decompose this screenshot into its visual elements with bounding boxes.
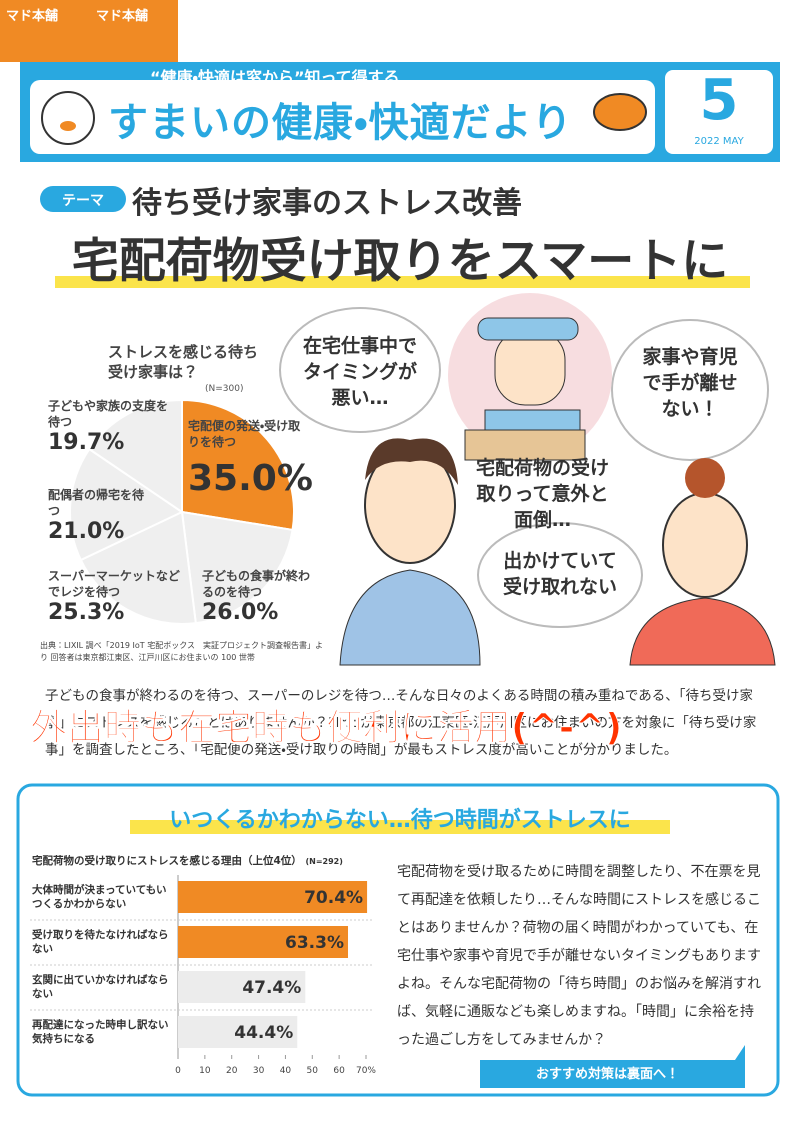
bar-category: 玄関に出ていかなければならない — [32, 974, 169, 1000]
body-text: 宅配荷物を受け取るために時間を調整したり、不在票を見て再配達を依頼したり…そんな… — [397, 864, 761, 1048]
logo: マド本舗 — [92, 2, 172, 60]
pie-slice — [87, 398, 183, 514]
x-tick-label: 50 — [307, 1066, 319, 1076]
source-note: 出典：LIXIL 調べ「2019 IoT 宅配ボックス 実証プロジェクト調査報告… — [40, 641, 323, 662]
theme-tag-bg — [40, 186, 126, 212]
bar-value-label: 63.3% — [285, 933, 344, 953]
cta-bg — [480, 1045, 745, 1088]
bar-category: 再配達になった時申し訳ない気持ちになる — [32, 1019, 169, 1045]
bubble-shape — [611, 319, 769, 461]
x-tick-label: 10 — [199, 1066, 211, 1076]
bubble-text: 家事や育児で手が離せない！ — [642, 346, 738, 420]
x-tick-label: 40 — [280, 1066, 292, 1076]
x-tick-label: 60 — [333, 1066, 345, 1076]
pie-title: ストレスを感じる待ち受け家事は？ — [108, 343, 259, 381]
pie-slice — [79, 510, 197, 625]
issue-box — [665, 70, 773, 154]
bar-value-label: 44.4% — [234, 1023, 293, 1043]
person-illustration — [494, 329, 566, 406]
x-tick-label: 20 — [226, 1066, 238, 1076]
pie-category: 子どもや家族の支度を待つ — [48, 399, 169, 429]
header-tagline: “健康・快適は窓から”知って得する — [150, 68, 400, 87]
bubble-text: 出かけていて受け取れない — [502, 550, 617, 598]
frog-icon — [593, 93, 647, 131]
theme-tag: テーマ — [62, 193, 104, 209]
x-tick-label: 70% — [356, 1066, 376, 1076]
bar — [178, 926, 349, 958]
theme-subtitle: 待ち受け家事のストレス改善 — [132, 186, 522, 221]
pie-value-label: 35.0% — [188, 458, 313, 499]
cta-text: おすすめ対策は裏面へ！ — [535, 1067, 679, 1082]
x-tick-label: 30 — [253, 1066, 265, 1076]
person-illustration — [662, 492, 748, 598]
bird-icon — [41, 91, 95, 145]
issue-number: 5 — [699, 68, 739, 133]
pie-value-label: 21.0% — [48, 519, 125, 544]
bubble-shape — [477, 522, 643, 628]
bar — [178, 971, 306, 1003]
pie-note: (N=300) — [205, 384, 244, 394]
person-illustration — [339, 569, 481, 666]
bar — [178, 1016, 298, 1048]
bar-chart-note: (N=292) — [305, 857, 343, 866]
bar-value-label: 47.4% — [242, 978, 301, 998]
bar-chart-title-text: 宅配荷物の受け取りにストレスを感じる理由（上位4位） — [32, 855, 302, 867]
bubble-text: 在宅仕事中でタイミングが悪い… — [302, 335, 417, 409]
bar — [178, 881, 368, 913]
person-hair — [365, 438, 458, 485]
theme-title: 宅配荷物受け取りをスマートに — [71, 234, 729, 289]
bubble-text: 宅配荷物の受け取りって意外と面倒… — [475, 457, 609, 531]
pie-value-label: 25.3% — [48, 600, 125, 625]
pie-category: 宅配便の発送・受け取りを待つ — [188, 419, 301, 449]
bar-value-label: 70.4% — [304, 888, 363, 908]
person-illustration — [477, 317, 579, 341]
pie-category: 子どもの食事が終わるのを待つ — [202, 569, 311, 599]
pie-category: 配偶者の帰宅を待つ — [48, 488, 145, 518]
section-title-highlight — [130, 820, 670, 834]
person-hair — [685, 458, 725, 498]
x-tick-label: 0 — [175, 1066, 181, 1076]
person-illustration — [629, 597, 776, 666]
pie-slice — [69, 447, 185, 562]
pie-slice — [180, 510, 294, 625]
bar-category: 大体時間が決まっていてもいつくるかわからない — [32, 884, 167, 910]
pie-slice — [181, 398, 295, 532]
bar-category: 受け取りを待たなければならない — [32, 929, 169, 955]
pie-value-label: 26.0% — [202, 600, 279, 625]
title-underline — [55, 276, 750, 288]
logo: マド本舗 — [2, 2, 82, 60]
pie-value-label: 19.7% — [48, 430, 125, 455]
overlay-caption: 外出時も在宅時も便利に活用(^-^) — [30, 706, 623, 750]
intro-text: 子どもの食事が終わるのを待つ、スーパーのレジを待つ…そんな日々のよくある時間の積… — [45, 688, 757, 758]
bubble-shape — [279, 307, 441, 433]
section-title: いつくるかわからない…待つ時間がストレスに — [169, 808, 631, 833]
issue-date: 2022 MAY — [694, 136, 744, 147]
package-illustration — [464, 429, 586, 461]
pie-category: スーパーマーケットなどでレジを待つ — [48, 569, 180, 599]
header-box — [30, 80, 655, 154]
header-title: すまいの健康・快適だより — [108, 100, 573, 146]
bar-chart-title: 宅配荷物の受け取りにストレスを感じる理由（上位4位） (N=292) — [32, 853, 343, 868]
bird-beak — [60, 121, 76, 131]
